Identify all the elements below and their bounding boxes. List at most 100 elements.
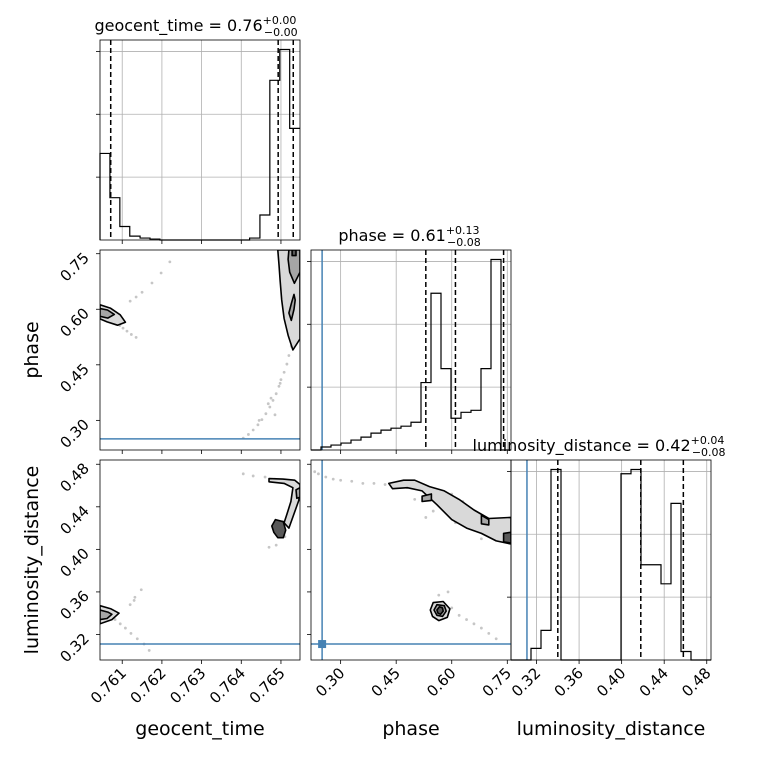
- sample-point: [267, 545, 271, 549]
- contour-level-2: [421, 493, 433, 503]
- x-tick-label: 0.40: [593, 664, 629, 700]
- histogram-panel-geocent_time: [96, 39, 301, 244]
- title-main: phase = 0.61: [338, 226, 445, 245]
- y-tick-label: 0.44: [56, 502, 92, 538]
- sample-point: [271, 398, 275, 402]
- histogram-panel-phase: [307, 249, 512, 454]
- y-tick-label: 0.32: [56, 630, 92, 666]
- sample-point: [274, 543, 278, 547]
- sample-point: [277, 384, 281, 388]
- sample-point: [317, 472, 320, 476]
- sample-point: [285, 362, 289, 366]
- y-axis-label-luminosity_distance: luminosity_distance: [21, 466, 43, 655]
- sample-point: [129, 333, 133, 336]
- sample-point: [257, 418, 261, 422]
- histogram-panel-luminosity_distance: [507, 459, 712, 664]
- contour-level-3: [291, 250, 297, 257]
- title-main: geocent_time = 0.76: [94, 16, 262, 36]
- sample-point: [266, 402, 270, 406]
- y-tick-label: 0.48: [56, 459, 92, 495]
- title-sub: −0.08: [447, 236, 481, 249]
- sample-point: [241, 472, 245, 476]
- scatter-panel-geocent_time-luminosity_distance: [96, 459, 301, 664]
- sample-point: [129, 632, 133, 635]
- sample-point: [446, 590, 450, 594]
- contour-level-2: [287, 250, 300, 285]
- sample-point: [118, 622, 122, 626]
- title-main: luminosity_distance = 0.42: [473, 436, 691, 456]
- sample-point: [313, 470, 317, 474]
- axes-spine: [99, 249, 301, 451]
- sample-point: [264, 412, 268, 416]
- y-tick-label: 0.75: [56, 249, 92, 285]
- sample-point: [260, 418, 264, 422]
- scatter-panel-geocent_time-phase: [96, 249, 301, 454]
- panel-content: [311, 460, 511, 660]
- sample-point: [159, 271, 163, 275]
- title-sup: +0.00: [263, 14, 297, 27]
- histogram-luminosity_distance: [511, 468, 711, 661]
- sample-point: [331, 477, 335, 481]
- sample-point: [168, 260, 172, 264]
- subplot-title-luminosity_distance: luminosity_distance = 0.42+0.04 −0.08: [473, 434, 726, 459]
- x-tick-label: 0.32: [508, 664, 544, 700]
- panel-content: [100, 250, 300, 440]
- contour-level-2: [100, 307, 116, 319]
- sample-point: [413, 497, 417, 501]
- title-sub: −0.08: [692, 446, 726, 459]
- sample-point: [324, 475, 328, 479]
- sample-point: [383, 483, 387, 486]
- y-tick-label: 0.45: [56, 360, 92, 396]
- contour-level-3: [270, 518, 287, 539]
- contour-level-2: [480, 514, 490, 526]
- contour-level-3: [436, 605, 445, 616]
- sample-point: [479, 537, 483, 541]
- panel-content: [100, 472, 300, 652]
- sample-point: [134, 295, 138, 299]
- sample-point: [125, 329, 129, 333]
- sample-point: [247, 433, 250, 436]
- subplot-title-geocent_time: geocent_time = 0.76+0.00 −0.00: [94, 14, 297, 39]
- sample-point: [424, 516, 428, 519]
- x-tick-label: 0.45: [368, 664, 404, 700]
- injection-marker: [318, 640, 327, 649]
- sample-point: [431, 509, 435, 513]
- y-tick-label: 0.30: [56, 415, 92, 451]
- sample-point: [139, 588, 143, 592]
- y-axis-label-phase: phase: [21, 321, 43, 378]
- sample-point: [278, 381, 282, 385]
- contour-level-2: [288, 293, 297, 322]
- sample-point: [350, 479, 354, 483]
- contour-level-2: [295, 486, 300, 500]
- sample-point: [457, 613, 461, 617]
- y-tick-label: 0.60: [56, 304, 92, 340]
- x-tick-label: 0.75: [479, 664, 515, 700]
- histogram-phase: [311, 258, 511, 451]
- x-tick-label: 0.48: [678, 664, 714, 700]
- sample-point: [479, 626, 483, 630]
- x-tick-label: 0.36: [551, 664, 587, 700]
- sample-point: [140, 290, 144, 294]
- sample-point: [263, 475, 267, 479]
- contour-level-3: [502, 531, 511, 544]
- sample-point: [274, 392, 278, 396]
- y-tick-label: 0.40: [56, 544, 92, 580]
- x-tick-label: 0.60: [423, 664, 459, 700]
- sample-point: [372, 482, 376, 485]
- x-tick-label: 0.764: [206, 664, 249, 707]
- x-tick-label: 0.30: [312, 664, 348, 700]
- sample-point: [256, 423, 260, 427]
- sample-point: [487, 632, 491, 635]
- title-sub: −0.00: [264, 26, 298, 39]
- x-axis-label-geocent_time: geocent_time: [135, 718, 264, 740]
- x-tick-label: 0.762: [127, 664, 170, 707]
- x-axis-label-phase: phase: [382, 718, 439, 740]
- sample-point: [361, 482, 365, 485]
- sample-point: [132, 599, 136, 602]
- contour-level-1: [268, 477, 300, 529]
- sample-point: [135, 637, 139, 641]
- x-tick-label: 0.763: [166, 664, 209, 707]
- sample-point: [472, 622, 476, 626]
- axes-spine: [310, 459, 512, 661]
- contour-level-1: [387, 479, 511, 545]
